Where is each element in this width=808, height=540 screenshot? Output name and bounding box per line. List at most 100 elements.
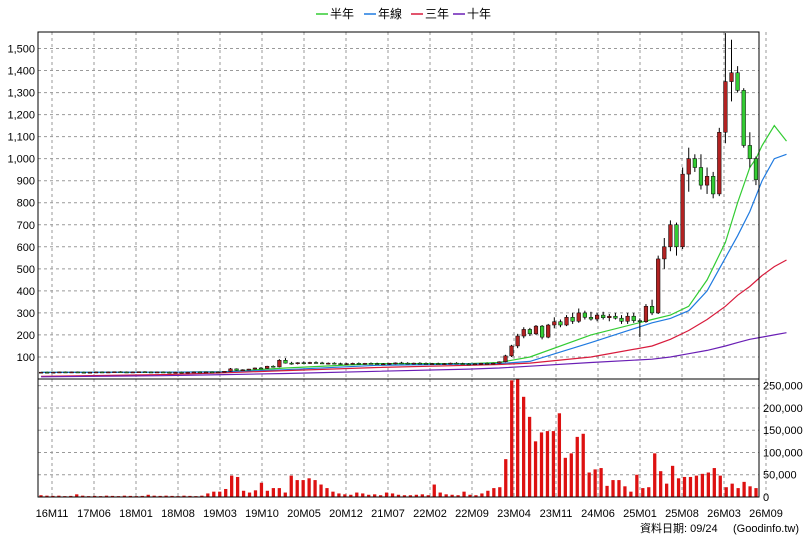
candle-body — [130, 371, 135, 374]
candle-body — [594, 314, 600, 320]
candle-body — [326, 362, 331, 365]
x-axis: 16M11 17M06 18M01 18M08 19M03 19M10 20M05 20M12… — [36, 508, 783, 520]
price-y-axis: 100 200 300 400 500 600 700 800 900 1,000 1,100 1,2… — [7, 44, 35, 364]
candle-body — [185, 371, 190, 374]
price-y-tick-label: 300 — [17, 308, 35, 320]
candle-body — [558, 321, 563, 326]
candle-body — [540, 325, 545, 338]
volume-bar — [283, 492, 287, 497]
candle-body — [191, 371, 196, 374]
volume-y-tick-label: 200,000 — [763, 403, 803, 415]
legend-label-annual: 年線 — [378, 6, 402, 21]
price-y-tick-label: 400 — [17, 286, 35, 298]
volume-bar — [635, 474, 639, 497]
volume-bar — [349, 494, 353, 497]
candle-body — [118, 371, 123, 373]
volume-bar — [438, 492, 442, 497]
legend-label-half-year: 半年 — [330, 7, 354, 21]
x-tick-label: 26M09 — [749, 508, 783, 520]
candle-body — [582, 312, 587, 318]
volume-bar — [700, 473, 705, 497]
price-y-tick-label: 1,300 — [7, 88, 35, 100]
candle-body — [155, 371, 160, 374]
volume-bar — [706, 472, 710, 497]
candle-body — [338, 363, 343, 365]
volume-bar — [104, 495, 109, 497]
volume-bar — [218, 491, 222, 497]
volume-bar — [575, 436, 579, 497]
volume-bar — [408, 495, 413, 497]
volume-bar — [158, 495, 162, 497]
candle-body — [148, 371, 154, 374]
volume-bar — [545, 431, 550, 497]
volume-bar — [313, 480, 317, 497]
price-y-tick-label: 600 — [17, 242, 35, 254]
candle-body — [552, 321, 557, 326]
volume-bar — [742, 481, 746, 497]
volume-bar — [414, 494, 419, 497]
volume-bar — [474, 495, 478, 497]
volume-bar — [682, 476, 687, 497]
candle-body — [625, 315, 630, 322]
candle-body — [381, 363, 386, 366]
volume-bar — [754, 488, 758, 497]
candle-body — [240, 369, 245, 371]
candle-body — [228, 368, 233, 372]
candle-body — [69, 371, 74, 374]
candle-body — [393, 362, 398, 365]
candle-body — [87, 371, 93, 374]
candle-body — [234, 368, 239, 371]
candle-body — [265, 365, 270, 369]
volume-bar — [69, 495, 73, 497]
volume-bar — [504, 459, 508, 497]
volume-bar — [367, 494, 371, 497]
candlesticks — [38, 33, 759, 374]
price-y-tick-label: 1,000 — [7, 154, 35, 166]
price-y-tick-label: 500 — [17, 264, 35, 276]
volume-bar — [307, 478, 311, 497]
candle-body — [741, 90, 746, 146]
candle-body — [649, 306, 655, 314]
candle-body — [656, 258, 661, 314]
volume-bar — [426, 495, 430, 497]
candle-body — [485, 363, 490, 365]
x-tick-label: 17M06 — [77, 508, 111, 520]
candle-body — [124, 371, 129, 374]
volume-bar — [468, 494, 472, 497]
candle-body — [81, 371, 86, 374]
candle-body — [161, 371, 166, 374]
candle-body — [436, 363, 441, 365]
candle-body — [576, 312, 581, 322]
candle-body — [295, 362, 300, 364]
candle-body — [570, 317, 575, 322]
candle-body — [51, 371, 56, 374]
price-panel-frame — [37, 31, 760, 380]
candle-body — [430, 363, 435, 365]
volume-bar — [629, 491, 633, 497]
candle-body — [387, 363, 392, 365]
candle-body — [607, 315, 612, 319]
volume-bar — [402, 495, 407, 497]
candle-body — [546, 324, 551, 338]
volume-bar — [378, 495, 383, 497]
data-date-label: 資料日期: 09/24 — [640, 521, 718, 535]
volume-bar — [527, 416, 532, 497]
legend-item-half-year: 半年 — [316, 7, 354, 21]
volume-bar — [450, 494, 454, 497]
price-y-tick-label: 1,200 — [7, 110, 35, 122]
candle-body — [203, 371, 209, 374]
candle-body — [307, 362, 312, 364]
volume-bar — [319, 484, 323, 497]
x-tick-label: 24M06 — [581, 508, 615, 520]
candle-body — [497, 361, 502, 364]
moving-average-lines — [41, 124, 787, 378]
price-y-tick-label: 700 — [17, 220, 35, 232]
volume-bar — [456, 495, 460, 497]
price-gridlines — [38, 32, 767, 379]
candle-body — [466, 363, 471, 366]
x-tick-label: 26M03 — [707, 508, 741, 520]
volume-bar — [271, 488, 276, 497]
candle-body — [417, 362, 422, 365]
candle-body — [320, 362, 325, 365]
moving-average-line — [41, 153, 787, 373]
